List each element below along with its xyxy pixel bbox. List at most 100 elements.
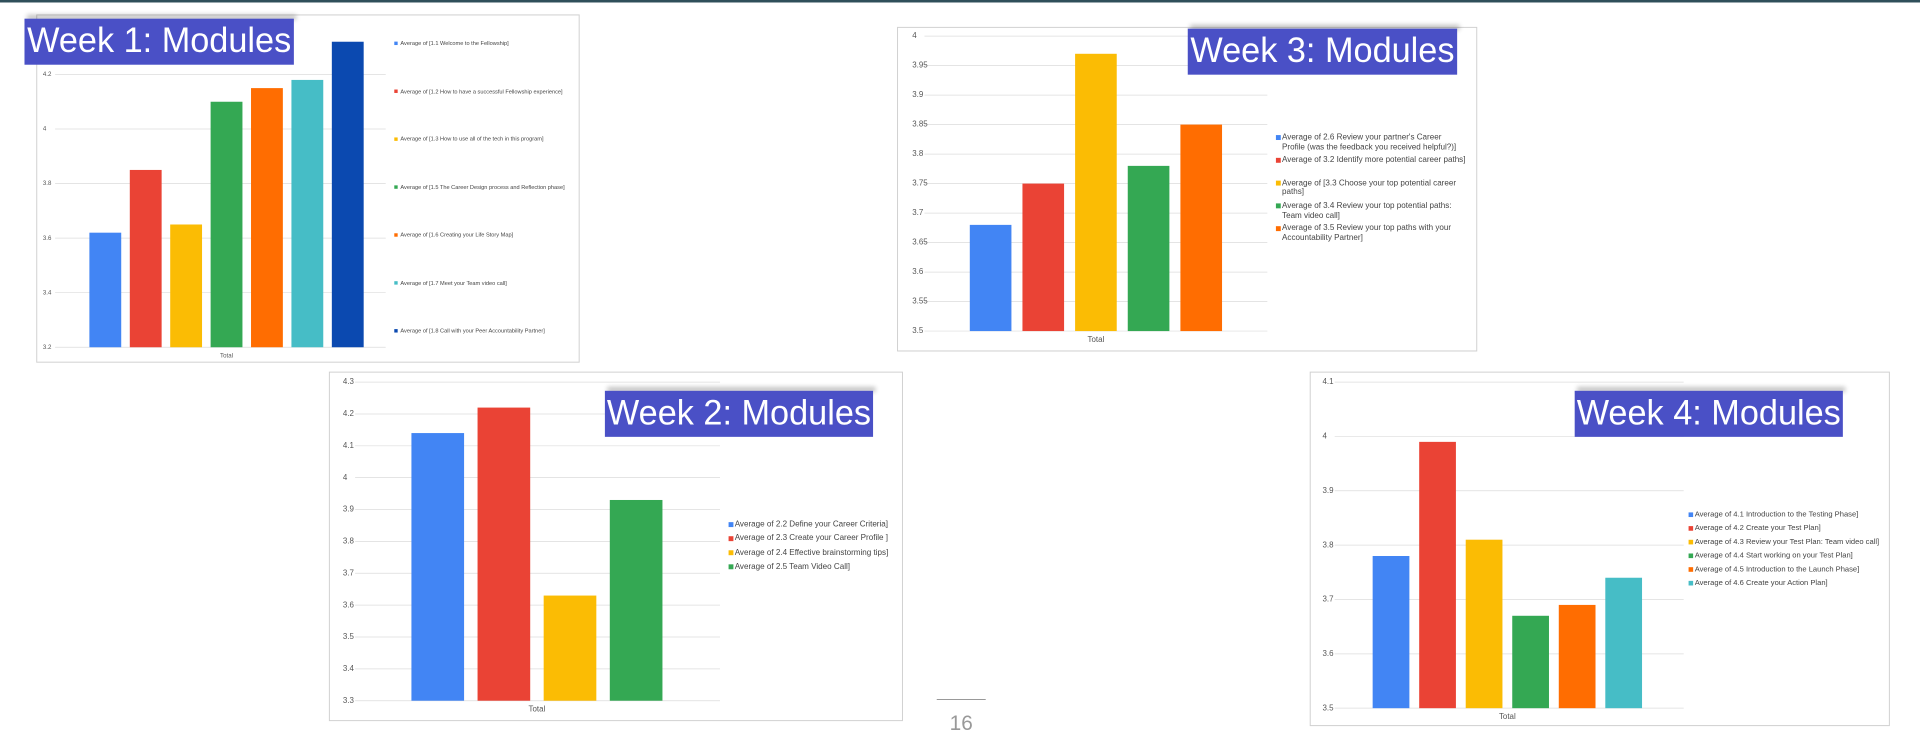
legend-entry: Average of 4.1 Introduction to the Testi… [1695, 511, 1859, 520]
chart-title: Week 4: Modules [1577, 394, 1841, 432]
legend-entry: Average of 3.2 Identify more potential c… [1282, 155, 1466, 165]
bar [543, 595, 597, 701]
y-tick-label: 4 [1322, 432, 1327, 441]
y-tick-label: 3.6 [343, 600, 355, 609]
bar [1558, 604, 1596, 709]
bar [1180, 124, 1223, 332]
bar [1372, 556, 1410, 709]
chart-title: Week 2: Modules [607, 394, 871, 432]
legend-entry: Average of 4.2 Create your Test Plan] [1695, 524, 1821, 533]
bar [1465, 539, 1503, 709]
legend-entry: Average of [3.3 Choose your top potentia… [1282, 179, 1456, 197]
title-shadow [26, 14, 297, 20]
title-shadow [1190, 24, 1460, 30]
y-tick-label: 3.4 [43, 289, 52, 296]
legend-swatch [728, 536, 734, 542]
bar [1512, 615, 1549, 709]
legend-swatch [1275, 226, 1281, 232]
page-number: 16 [950, 712, 973, 735]
legend-swatch [728, 550, 734, 556]
title-shadow [1577, 387, 1846, 393]
y-tick-label: 3.6 [912, 267, 924, 276]
y-tick-label: 3.6 [1322, 649, 1334, 658]
legend-swatch [1688, 567, 1694, 572]
legend-entry: Average of [1.5 The Career Design proces… [400, 183, 565, 191]
legend-entry: Average of 3.5 Review your top paths wit… [1282, 224, 1452, 243]
legend-swatch [1688, 526, 1694, 531]
legend-label: Average of 3.2 Identify more potential c… [1282, 155, 1466, 165]
y-tick-label: 4.2 [43, 71, 52, 78]
y-tick-label: 3.9 [343, 505, 355, 514]
legend-label: Average of [1.8 Call with your Peer Acco… [400, 327, 545, 334]
y-tick-label: 3.5 [343, 632, 355, 641]
y-tick-label: 4.1 [343, 441, 355, 450]
legend-label: Average of 4.3 Review your Test Plan: Te… [1694, 537, 1880, 547]
bar [291, 79, 324, 348]
bar [210, 101, 243, 348]
legend-label: Average of 2.6 Review your partner's Car… [1282, 133, 1457, 152]
y-tick-label: 3.75 [912, 179, 928, 188]
bar [411, 433, 465, 701]
title-box [1574, 390, 1843, 437]
legend-label: Average of 2.2 Define your Career Criter… [734, 520, 889, 529]
legend-swatch [394, 41, 398, 46]
bar [331, 41, 364, 348]
y-tick-label: 4 [43, 126, 47, 133]
legend-entry: Average of 4.5 Introduction to the Launc… [1695, 565, 1860, 574]
y-tick-label: 4.1 [1322, 377, 1334, 386]
legend-label: Average of [1.5 The Career Design proces… [400, 183, 565, 191]
legend-label: Average of [1.6 Creating your Life Story… [400, 231, 514, 239]
legend-label: Average of 2.5 Team Video Call] [734, 562, 851, 572]
y-tick-label: 3.3 [343, 696, 355, 705]
y-tick-label: 3.6 [43, 235, 52, 242]
legend-swatch [728, 522, 734, 528]
legend-swatch [1688, 580, 1694, 586]
legend-label: Average of [1.3 How to use all of the te… [400, 135, 544, 143]
y-tick-label: 3.95 [912, 61, 928, 70]
legend-entry: Average of 3.4 Review your top potential… [1282, 201, 1452, 220]
y-tick-label: 3.2 [43, 344, 52, 351]
x-tick-label: Total [220, 353, 233, 360]
bar [129, 169, 162, 348]
x-tick-label: Total [1088, 335, 1105, 344]
legend-swatch [394, 233, 398, 237]
y-tick-label: 3.55 [912, 297, 928, 306]
legend-swatch [1275, 157, 1281, 163]
legend-entry: Average of 2.5 Team Video Call] [734, 562, 851, 572]
legend-label: Average of 4.4 Start working on your Tes… [1694, 551, 1853, 561]
legend-label: Average of [1.2 How to have a successful… [400, 88, 563, 95]
legend-label: Average of 3.5 Review your top paths wit… [1282, 224, 1452, 243]
y-tick-label: 3.8 [343, 536, 355, 545]
title-box [24, 18, 294, 65]
legend-entry: Average of 4.6 Create your Action Plan] [1694, 579, 1828, 588]
legend-label: Average of 2.3 Create your Career Profil… [734, 534, 889, 544]
bar [89, 232, 122, 348]
y-tick-label: 3.9 [912, 90, 924, 99]
legend-entry: Average of 4.4 Start working on your Tes… [1694, 551, 1853, 561]
bar [477, 407, 531, 701]
legend-label: Average of [1.1 Welcome to the Fellowshi… [400, 40, 509, 47]
legend-swatch [1688, 512, 1694, 518]
legend-entry: Average of [1.7 Meet your Team video cal… [400, 280, 506, 286]
chart: 3.5 3.55 3.6 3.65 3.7 3.75 3.8 3.85 3.9 3.95 4 Aver… [897, 24, 1478, 352]
legend-entry: Average of [1.6 Creating your Life Story… [400, 231, 514, 239]
bar [251, 88, 283, 348]
legend-entry: Average of [1.1 Welcome to the Fellowshi… [400, 40, 509, 47]
bar [170, 224, 203, 348]
legend-swatch [1688, 539, 1694, 545]
bar [1022, 183, 1065, 332]
legend-label: Average of 3.4 Review your top potential… [1282, 201, 1452, 220]
title-box [604, 390, 874, 437]
y-tick-label: 3.8 [912, 149, 924, 158]
bar [609, 499, 663, 701]
chart-title: Week 3: Modules [1190, 32, 1454, 70]
legend-entry: Average of 2.4 Effective brainstorming t… [735, 548, 889, 557]
legend-entry: Average of 2.2 Define your Career Criter… [734, 520, 889, 529]
bar [969, 224, 1012, 332]
y-tick-label: 3.7 [343, 568, 355, 577]
y-tick-label: 4 [343, 473, 348, 482]
chart: 3.5 3.6 3.7 3.8 3.9 4 4.1 Average of 4.1 Introd… [1309, 371, 1890, 727]
legend-label: Average of 4.6 Create your Action Plan] [1694, 579, 1828, 588]
legend-swatch [394, 329, 398, 333]
